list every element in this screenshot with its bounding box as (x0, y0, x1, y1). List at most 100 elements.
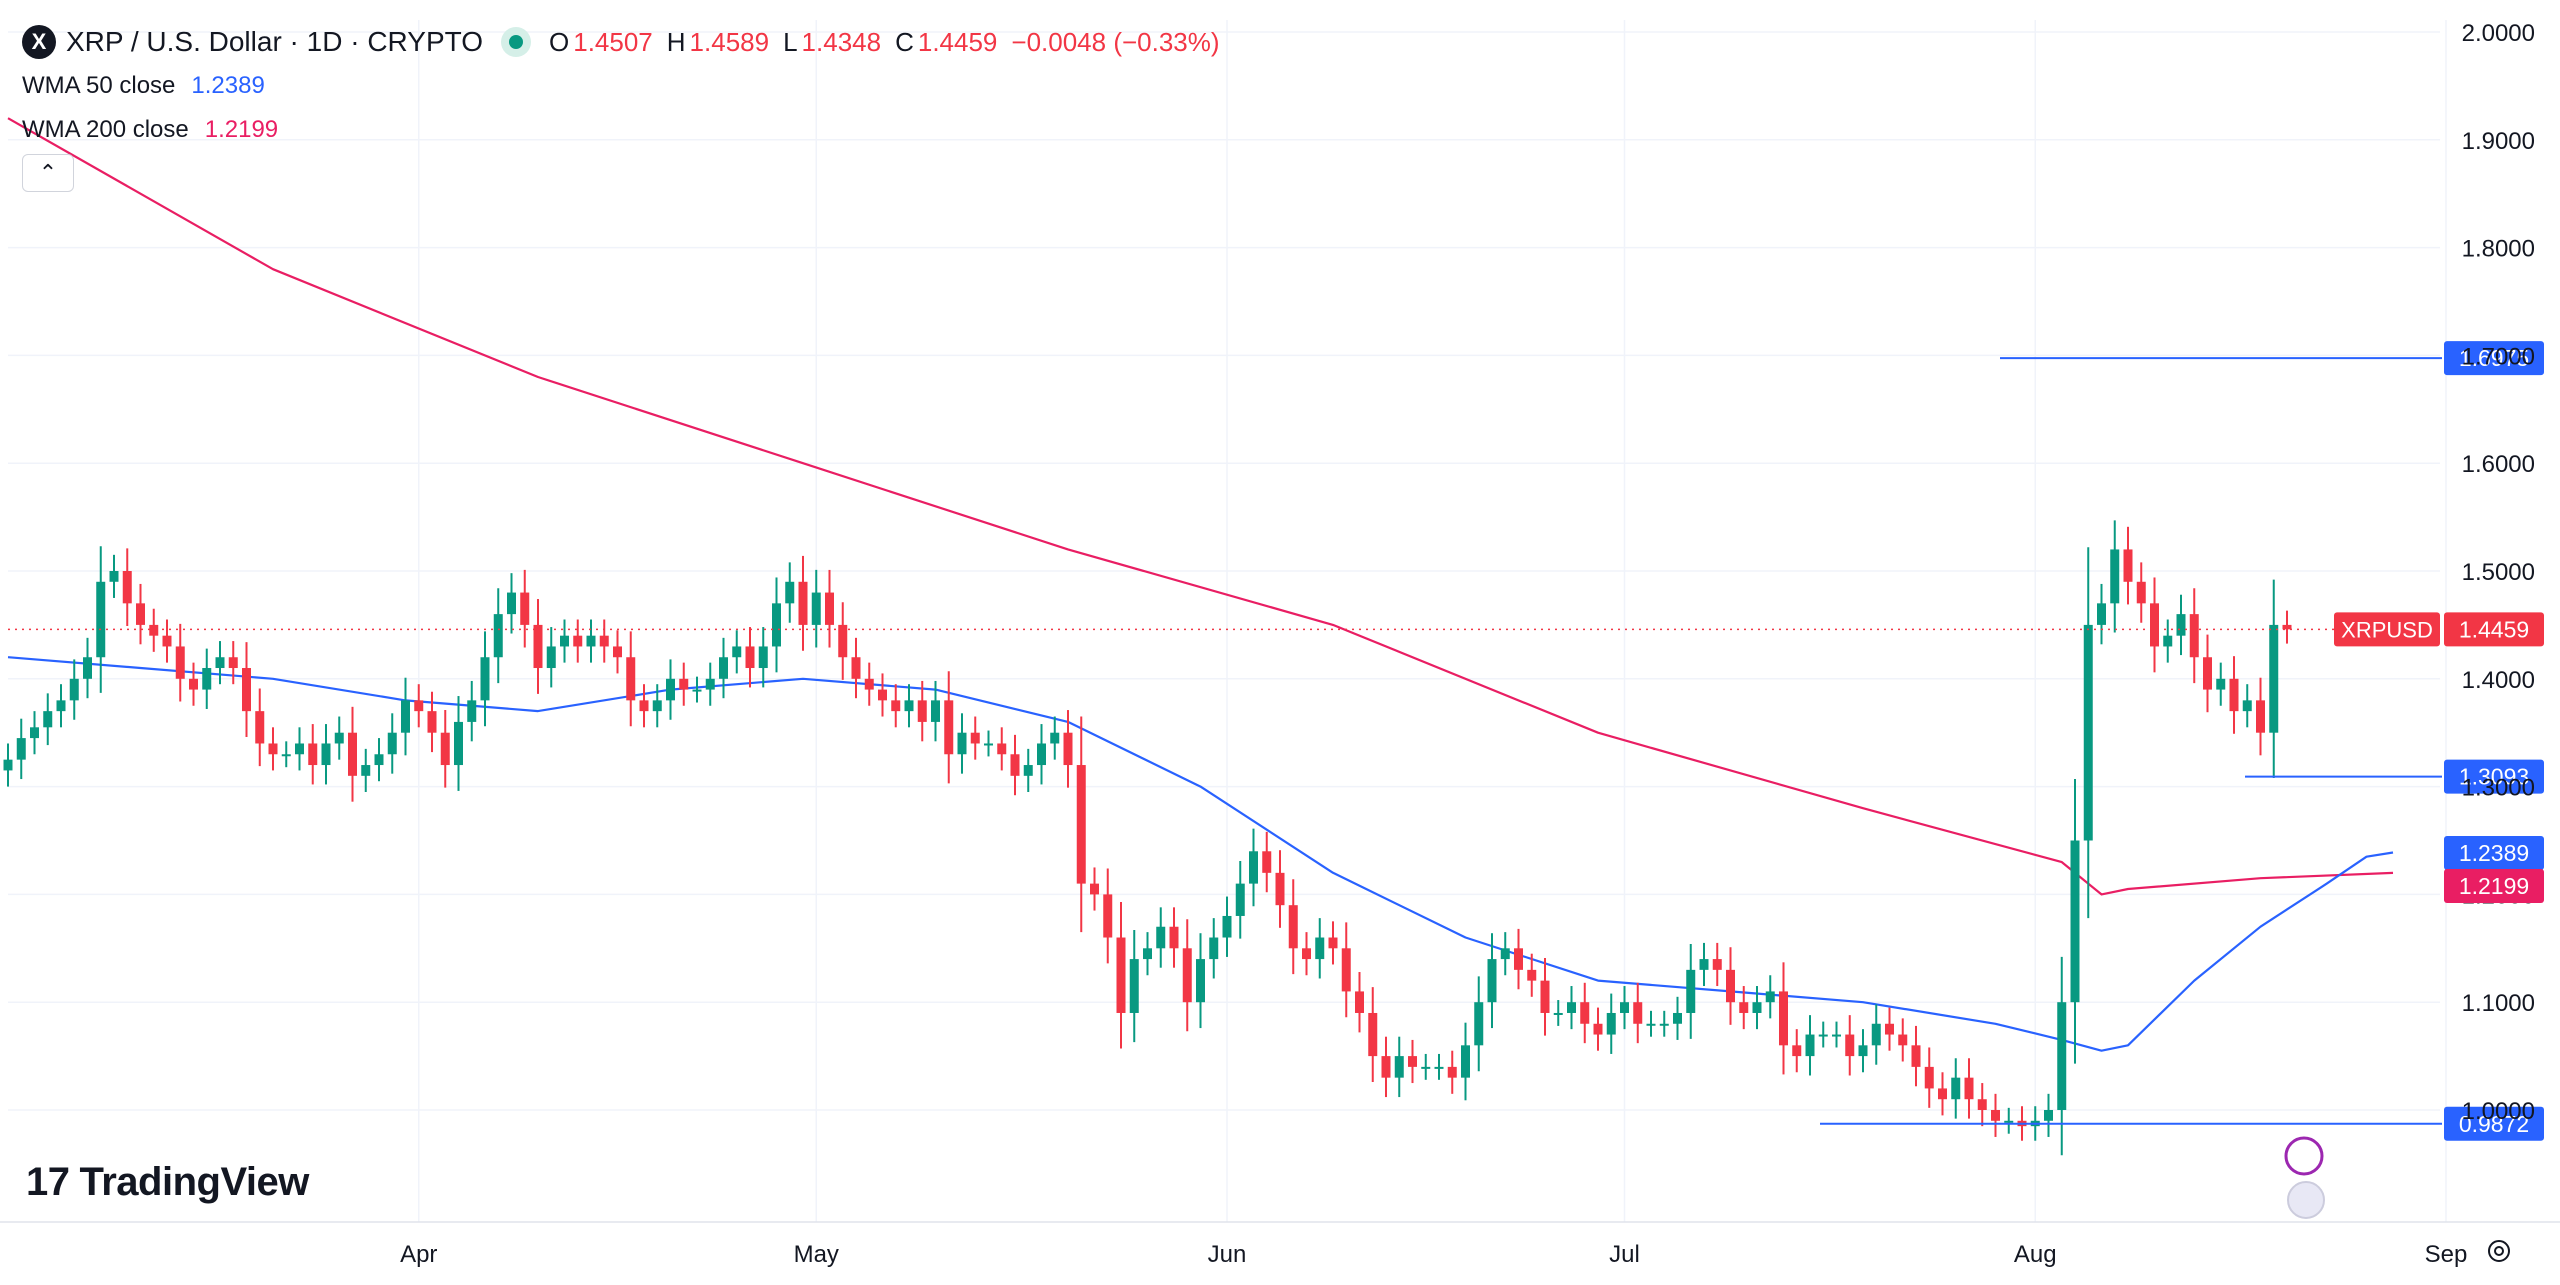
candle (1924, 1047, 1934, 1108)
candle (1567, 986, 1576, 1030)
candle-body (1858, 1045, 1868, 1057)
candle (1540, 958, 1550, 1036)
candle (1580, 982, 1590, 1044)
price-tags: 1.4459 XRPUSD 1.2389 1.2199 (2284, 612, 2544, 1219)
candle-body (1938, 1088, 1947, 1100)
candle (1116, 901, 1126, 1049)
collapse-legend-button[interactable]: ⌃ (22, 154, 74, 192)
brand-name: TradingView (79, 1160, 310, 1204)
level-label: 0.9872 (2459, 1111, 2529, 1137)
candle-body (1076, 765, 1086, 884)
time-tick-label: Sep (2425, 1241, 2468, 1268)
candle-body (56, 700, 66, 712)
candle-body (1580, 1002, 1590, 1024)
candle-body (957, 732, 967, 755)
candle (401, 677, 410, 756)
chart-legend: X XRP / U.S. Dollar · 1D · CRYPTO O 1.450… (22, 20, 1234, 152)
candle-body (242, 668, 251, 712)
candle (1792, 1029, 1802, 1073)
candle (1911, 1025, 1921, 1087)
candle-body (1023, 765, 1033, 776)
candle (573, 619, 583, 663)
candle (1712, 942, 1722, 987)
candle-body (2176, 614, 2186, 636)
indicator-row-wma50[interactable]: WMA 50 close 1.2389 (22, 64, 1234, 108)
candle (1858, 1029, 1868, 1073)
candle-body (1328, 937, 1338, 949)
candle (613, 630, 622, 674)
candle (1169, 907, 1179, 968)
tradingview-logo[interactable]: 17 TradingView (26, 1160, 309, 1205)
candle-body (984, 743, 993, 746)
candle (1063, 710, 1073, 788)
price-tag-value: 1.2389 (2459, 840, 2529, 866)
candle-body (679, 678, 689, 690)
candle (1037, 724, 1046, 785)
candle (1143, 932, 1152, 976)
candle-body (811, 592, 821, 625)
candle (1845, 1015, 1855, 1076)
candle-body (467, 700, 477, 722)
candle (136, 583, 145, 645)
candle-body (387, 732, 397, 755)
candle (997, 727, 1007, 771)
candle (1474, 976, 1484, 1072)
candle (348, 706, 357, 802)
candle (957, 713, 967, 774)
candle-body (2123, 549, 2133, 582)
time-tick-label: Jun (1208, 1241, 1247, 1268)
candle-body (944, 700, 954, 755)
candle-body (1169, 926, 1179, 949)
candle (16, 718, 26, 780)
candle-body (997, 743, 1007, 755)
horizontal-levels[interactable]: 1.6975 1.3093 0.9872 (1820, 341, 2544, 1141)
candle-body (2256, 700, 2265, 733)
price-tag-bg (2444, 612, 2544, 647)
candle-body (334, 732, 344, 744)
candle-body (904, 700, 914, 712)
symbol-title[interactable]: XRP / U.S. Dollar · 1D · CRYPTO (66, 26, 483, 57)
candle (1699, 942, 1709, 987)
candle-body (1222, 915, 1232, 938)
candle-body (1116, 937, 1126, 1013)
price-tick-label: 1.0000 (2462, 1098, 2535, 1125)
candle-body (825, 592, 834, 625)
candle (43, 693, 53, 746)
price-axis[interactable]: 2.0000 1.9000 1.8000 1.7000 1.6000 1.5000 1.40… (2462, 20, 2535, 1125)
candle-body (454, 721, 463, 766)
candle (2282, 610, 2292, 644)
candle (758, 627, 768, 688)
candle-body (268, 743, 278, 755)
candle-body (255, 711, 265, 744)
candle (162, 619, 172, 663)
candle (427, 691, 437, 753)
event-icons (2284, 1136, 2325, 1219)
candle-body (2044, 1110, 2053, 1121)
indicator-row-wma200[interactable]: WMA 200 close 1.2199 (22, 108, 1234, 152)
candle (202, 648, 212, 709)
candle-body (308, 743, 318, 766)
ohlc-high-value: 1.4589 (689, 26, 770, 57)
ohlc-low-value: 1.4348 (801, 26, 882, 57)
settings-gear-icon[interactable] (2484, 1236, 2514, 1266)
candle-body (202, 668, 212, 690)
wma200-value: 1.2199 (204, 116, 279, 143)
candle-body (1885, 1023, 1894, 1035)
candle-body (1063, 732, 1073, 766)
ohlc-close-value: 1.4459 (917, 26, 998, 57)
candle (1381, 1036, 1391, 1098)
candle (1076, 716, 1086, 933)
candle (1302, 932, 1311, 976)
candle (732, 630, 742, 674)
level-label: 1.3093 (2459, 764, 2529, 790)
candle-body (215, 657, 225, 669)
candle (970, 716, 980, 760)
time-axis[interactable]: Apr May Jun Jul Aug Sep (400, 1241, 2467, 1268)
candle-body (851, 657, 861, 679)
candle (361, 748, 371, 792)
candle-body (692, 689, 702, 692)
price-tick-label: 1.3000 (2462, 775, 2535, 802)
candle (467, 680, 477, 742)
candle (1249, 828, 1258, 907)
